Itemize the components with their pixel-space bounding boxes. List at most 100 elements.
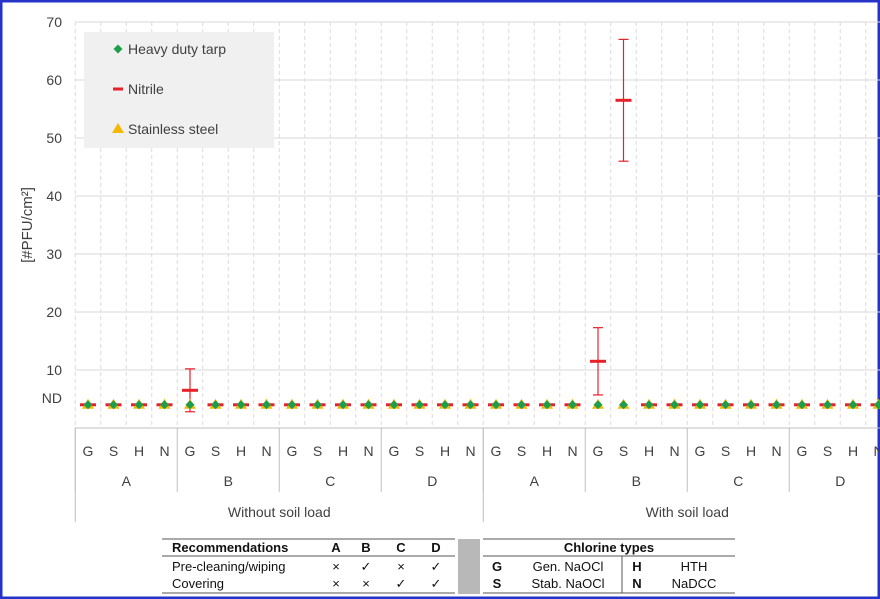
- point-heavy-duty-tarp: [874, 400, 880, 410]
- y-axis: 10 20 30 40 50 60 70 ND: [42, 14, 62, 406]
- x-subgroup-label: B: [632, 473, 641, 489]
- point-heavy-duty-tarp: [160, 400, 169, 410]
- chlorine-cell: Gen. NaOCl: [533, 559, 604, 574]
- rec-cell: ✓: [431, 576, 442, 591]
- x-category-label: S: [415, 443, 424, 459]
- x-category-label: N: [567, 443, 577, 459]
- x-subgroup-label: C: [325, 473, 335, 489]
- point-heavy-duty-tarp: [236, 400, 246, 410]
- x-category-label: S: [823, 443, 832, 459]
- data-points: [80, 98, 880, 410]
- point-heavy-duty-tarp: [262, 400, 271, 410]
- point-heavy-duty-tarp: [772, 400, 781, 410]
- x-category-label: S: [517, 443, 526, 459]
- chlorine-cell: H: [632, 559, 641, 574]
- x-group-label: With soil load: [646, 504, 729, 520]
- x-category-label: G: [287, 443, 298, 459]
- gridlines: [74, 21, 880, 428]
- chlorine-cell: G: [492, 559, 502, 574]
- point-heavy-duty-tarp: [440, 400, 450, 410]
- x-category-label: H: [746, 443, 756, 459]
- rec-header-cell: D: [431, 540, 440, 555]
- point-nitrile: [182, 388, 198, 392]
- y-tick-label: 20: [46, 304, 62, 320]
- rec-cell: Pre-cleaning/wiping: [172, 559, 285, 574]
- y-tick-label: 60: [46, 72, 62, 88]
- chlorine-title: Chlorine types: [564, 540, 654, 555]
- legend-marker-heavy-duty-tarp: [113, 44, 123, 54]
- point-nitrile: [590, 359, 606, 363]
- x-subgroup-label: D: [835, 473, 845, 489]
- point-heavy-duty-tarp: [364, 400, 373, 410]
- y-tick-label: 40: [46, 188, 62, 204]
- x-category-label: H: [848, 443, 858, 459]
- rec-header-cell: A: [331, 540, 341, 555]
- x-category-label: G: [389, 443, 400, 459]
- x-group-label: Without soil load: [228, 504, 331, 520]
- point-heavy-duty-tarp: [848, 400, 858, 410]
- legend-marker-nitrile: [113, 87, 123, 91]
- x-category-label: G: [491, 443, 502, 459]
- y-tick-label: 10: [46, 362, 62, 378]
- chlorine-cell: HTH: [681, 559, 708, 574]
- point-heavy-duty-tarp: [109, 400, 118, 410]
- rec-header-cell: C: [396, 540, 406, 555]
- point-heavy-duty-tarp: [542, 400, 552, 410]
- table-separator: [458, 539, 480, 594]
- point-heavy-duty-tarp: [185, 400, 195, 410]
- rec-cell: ×: [332, 559, 340, 574]
- chlorine-cell: NaDCC: [672, 576, 717, 591]
- x-category-label: S: [619, 443, 628, 459]
- y-tick-label: 70: [46, 14, 62, 30]
- rec-cell: Covering: [172, 576, 224, 591]
- point-heavy-duty-tarp: [670, 400, 679, 410]
- rec-header-cell: Recommendations: [172, 540, 288, 555]
- x-category-label: H: [134, 443, 144, 459]
- legend-label: Nitrile: [128, 81, 164, 97]
- rec-cell: ×: [362, 576, 370, 591]
- point-heavy-duty-tarp: [491, 400, 501, 410]
- x-category-label: G: [593, 443, 604, 459]
- point-heavy-duty-tarp: [211, 400, 220, 410]
- y-tick-label: 50: [46, 130, 62, 146]
- point-heavy-duty-tarp: [287, 400, 297, 410]
- x-category-label: N: [159, 443, 169, 459]
- x-category-label: N: [771, 443, 781, 459]
- x-category-label: N: [873, 443, 880, 459]
- x-subgroup-label: A: [530, 473, 540, 489]
- legend-marker-stainless-steel: [112, 123, 124, 133]
- x-category-label: S: [313, 443, 322, 459]
- point-heavy-duty-tarp: [313, 400, 322, 410]
- legend-label: Heavy duty tarp: [128, 41, 226, 57]
- chlorine-cell: N: [632, 576, 641, 591]
- point-heavy-duty-tarp: [695, 400, 705, 410]
- point-heavy-duty-tarp: [338, 400, 348, 410]
- x-category-label: N: [261, 443, 271, 459]
- point-heavy-duty-tarp: [83, 400, 93, 410]
- x-category-label: N: [465, 443, 475, 459]
- x-category-label: N: [669, 443, 679, 459]
- point-heavy-duty-tarp: [644, 400, 654, 410]
- x-category-label: G: [83, 443, 94, 459]
- rec-cell: ×: [397, 559, 405, 574]
- x-category-label: H: [440, 443, 450, 459]
- x-category-label: H: [542, 443, 552, 459]
- chlorine-cell: S: [493, 576, 502, 591]
- point-heavy-duty-tarp: [517, 400, 526, 410]
- point-heavy-duty-tarp: [593, 400, 603, 410]
- rec-header-cell: B: [361, 540, 370, 555]
- x-subgroup-label: B: [224, 473, 233, 489]
- x-category-label: H: [236, 443, 246, 459]
- tables: Recommendations A B C D Pre-cleaning/wiping × ✓…: [162, 538, 735, 594]
- point-nitrile: [615, 98, 632, 102]
- point-heavy-duty-tarp: [134, 400, 144, 410]
- rec-cell: ✓: [396, 576, 407, 591]
- rec-cell: ×: [332, 576, 340, 591]
- legend: Heavy duty tarp Nitrile Stainless steel: [84, 32, 274, 148]
- x-category-label: S: [721, 443, 730, 459]
- x-subgroup-label: A: [122, 473, 132, 489]
- x-subgroup-label: D: [427, 473, 437, 489]
